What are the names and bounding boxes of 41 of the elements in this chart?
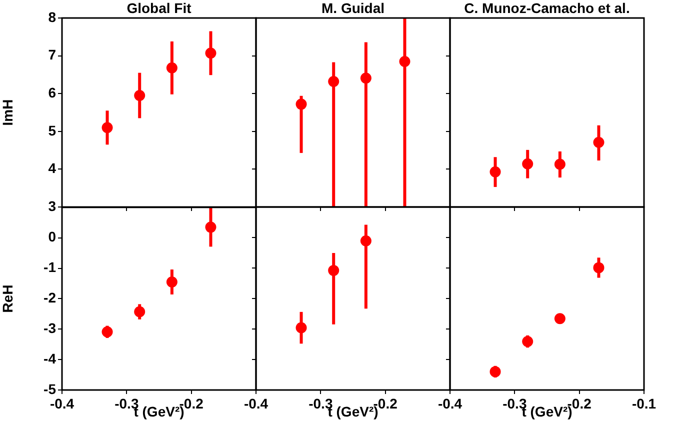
point [360,72,372,84]
chart-title: C. Munoz-Camacho et al. [464,0,630,16]
point [134,90,146,101]
point [134,306,146,318]
y-tick-label: -3 [44,320,56,336]
x-tick-label: -0.1 [632,395,656,412]
point [522,336,534,348]
point [593,136,604,148]
y-tick-label: 0 [48,228,56,245]
y-tick-label: -1 [44,259,56,276]
chart-title: Global Fit [126,0,192,16]
y-tick-label: 3 [48,198,56,214]
point [102,122,113,134]
point [522,158,534,170]
y-tick-label: 8 [48,8,56,25]
point [593,262,604,274]
y-tick-label: 5 [48,122,56,138]
point [205,222,216,233]
point [490,166,501,178]
y-tick-label: -4 [44,350,56,366]
point [166,62,178,74]
point [205,48,216,59]
y-tick-label: 7 [48,46,56,63]
x-tick-label: -0.4 [244,395,268,412]
point [554,158,566,170]
y-tick-label: -2 [44,290,56,306]
y-axis-title: ReH [0,284,16,313]
y-axis-title: ImH [0,99,16,126]
point [554,313,566,324]
y-tick-label: 4 [48,160,56,176]
x-tick-label: -0.4 [50,395,74,412]
x-tick-label: -0.4 [438,395,462,412]
y-tick-label: 6 [48,84,56,100]
point [102,326,113,338]
point [296,98,307,110]
point [399,56,410,67]
y-tick-label: -5 [44,380,56,397]
point [490,366,501,378]
point [166,276,178,288]
chart-title: M. Guidal [322,0,384,16]
point [328,76,340,88]
